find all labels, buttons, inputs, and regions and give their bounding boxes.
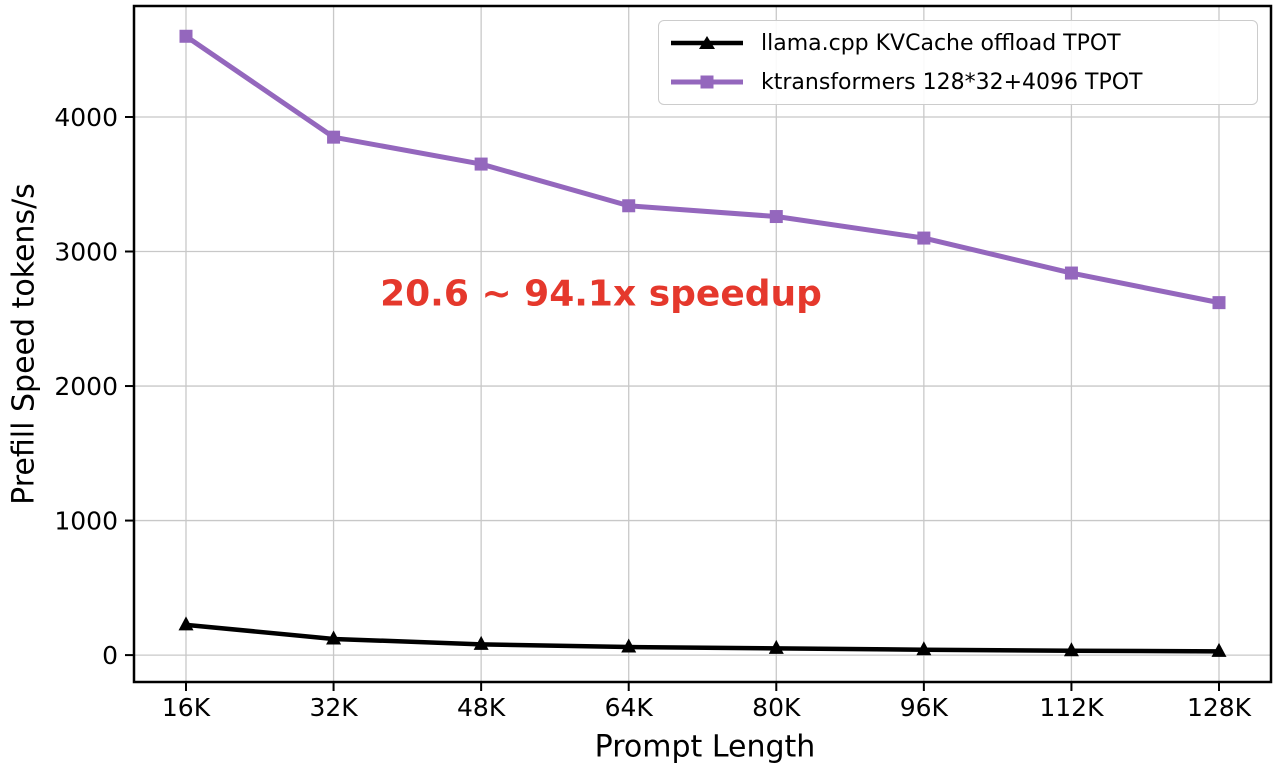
data-point-marker — [769, 210, 783, 224]
data-point-marker — [917, 231, 931, 245]
y-axis-label: Prefill Speed tokens/s — [6, 183, 42, 505]
triangle-marker-swatch — [671, 36, 743, 49]
x-tick-label: 16K — [162, 693, 211, 722]
y-tick-label: 2000 — [54, 372, 118, 401]
speedup-annotation: 20.6 ~ 94.1x speedup — [380, 273, 822, 315]
legend-label: llama.cpp KVCache offload TPOT — [761, 30, 1121, 56]
data-point-marker — [916, 641, 932, 656]
data-point-marker — [1212, 296, 1226, 310]
x-tick-label: 112K — [1039, 693, 1104, 722]
data-point-marker — [327, 130, 341, 144]
x-tick-label: 96K — [900, 693, 949, 722]
legend-triangle-marker — [699, 36, 715, 49]
data-point-marker — [473, 635, 489, 650]
x-tick-label: 80K — [752, 693, 801, 722]
data-point-marker — [1211, 642, 1227, 657]
x-tick-label: 128K — [1187, 693, 1252, 722]
y-tick-label: 4000 — [54, 103, 118, 132]
x-axis-label: Prompt Length — [594, 729, 816, 765]
data-point-marker — [768, 639, 784, 654]
legend-label: ktransformers 128*32+4096 TPOT — [761, 69, 1143, 95]
y-tick-label: 3000 — [54, 238, 118, 267]
x-tick-label: 48K — [457, 693, 506, 722]
data-point-marker — [621, 638, 637, 653]
square-marker-swatch — [671, 75, 743, 89]
series-line — [185, 622, 1220, 654]
data-point-marker — [1064, 266, 1078, 280]
legend-item-ktransformers: ktransformers 128*32+4096 TPOT — [669, 66, 1247, 98]
data-point-marker — [622, 199, 636, 213]
data-point-marker — [326, 630, 342, 645]
data-point-marker — [1063, 642, 1079, 657]
y-tick-label: 0 — [102, 641, 118, 670]
y-tick-label: 1000 — [54, 507, 118, 536]
data-point-marker — [474, 157, 488, 171]
data-point-marker — [178, 616, 194, 631]
data-point-marker — [179, 29, 193, 43]
legend-square-marker — [700, 75, 714, 89]
legend-item-llamacpp: llama.cpp KVCache offload TPOT — [669, 27, 1247, 59]
x-tick-label: 64K — [605, 693, 654, 722]
plot-border — [132, 4, 1273, 684]
legend: llama.cpp KVCache offload TPOT ktransfor… — [658, 20, 1258, 105]
series-line — [184, 34, 1220, 306]
x-tick-label: 32K — [309, 693, 358, 722]
